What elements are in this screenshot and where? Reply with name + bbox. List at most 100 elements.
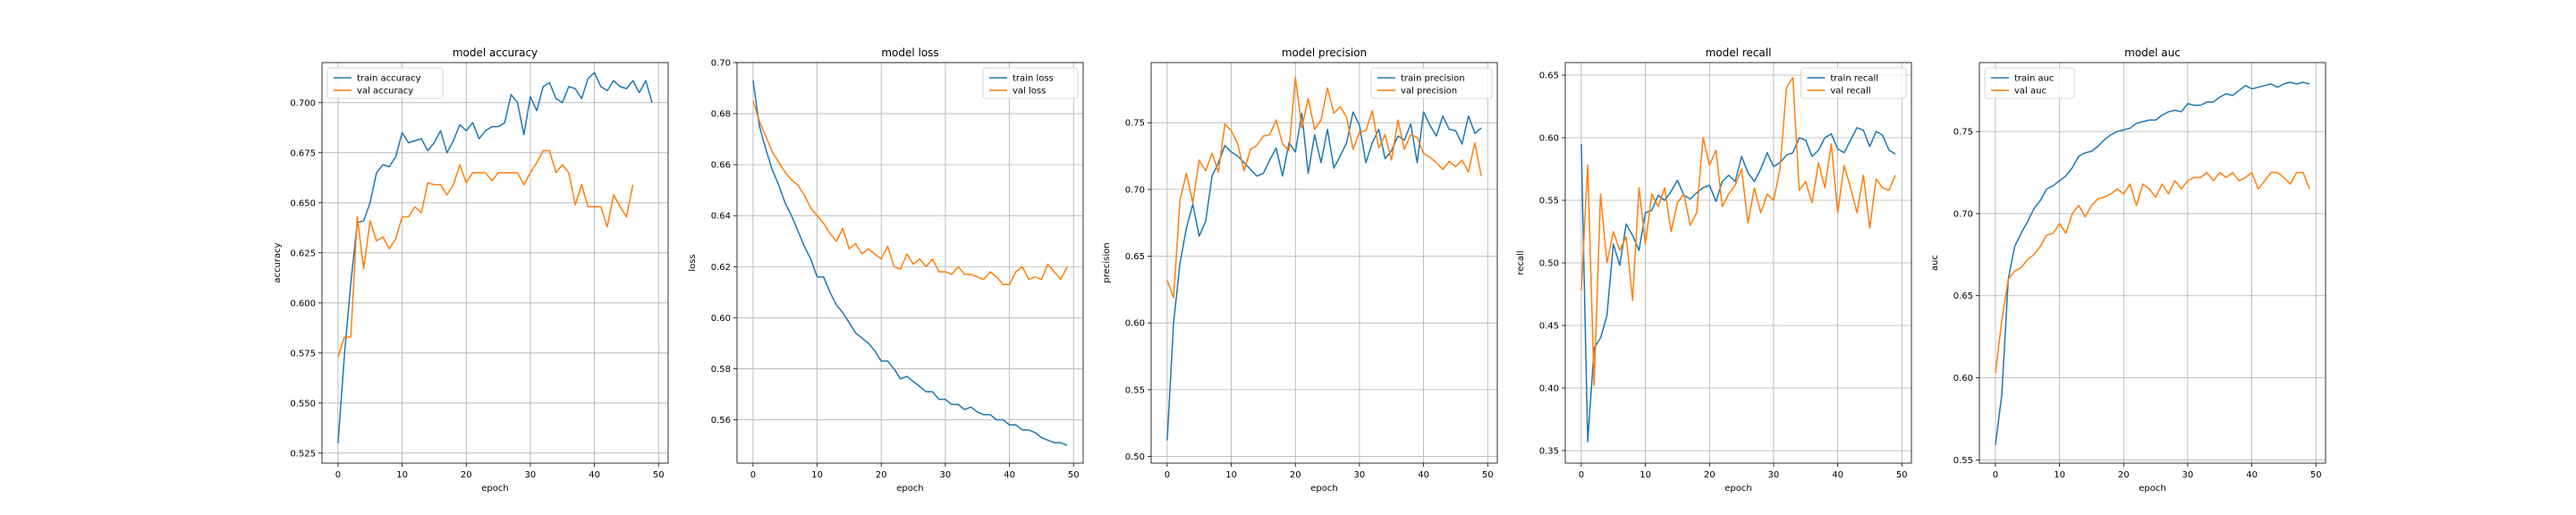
- legend: train loss val loss: [982, 67, 1079, 99]
- y-tick-label: 0.50: [1539, 259, 1559, 269]
- x-tick-label: 20: [1290, 470, 1301, 480]
- y-tick-label: 0.70: [711, 59, 731, 69]
- y-tick-label: 0.550: [290, 399, 316, 409]
- chart-panel-2: 0 10 20 30 40 50 0.56 0.58 0.60 0.62 0.64 0.66 0.68 0…: [688, 46, 1084, 494]
- x-tick-label: 30: [1768, 470, 1780, 480]
- x-tick-label: 50: [1068, 470, 1080, 480]
- x-tick-label: 40: [2246, 470, 2258, 480]
- y-tick-label: 0.60: [1539, 134, 1559, 144]
- x-tick-label: 50: [2310, 470, 2322, 480]
- x-tick-label: 20: [876, 470, 887, 480]
- legend-label: train precision: [1401, 74, 1465, 84]
- x-tick-label: 10: [1225, 470, 1237, 480]
- x-tick-label: 0: [1165, 470, 1170, 480]
- x-tick-label: 40: [1418, 470, 1429, 480]
- y-tick-label: 0.40: [1539, 384, 1559, 394]
- y-tick-label: 0.35: [1539, 447, 1559, 457]
- x-axis-label: epoch: [2139, 484, 2165, 494]
- x-tick-label: 0: [335, 470, 341, 480]
- legend-label: val accuracy: [357, 87, 413, 97]
- x-tick-label: 50: [653, 470, 665, 480]
- chart-panel-5: 0 10 20 30 40 50 0.55 0.60 0.65 0.70 0.75 model auc…: [1930, 46, 2326, 494]
- chart-title: model loss: [881, 46, 938, 59]
- x-tick-label: 10: [2054, 470, 2065, 480]
- y-axis-label: recall: [1516, 250, 1526, 274]
- train-series-line: [1995, 81, 2310, 445]
- x-tick-label: 30: [2182, 470, 2194, 480]
- x-tick-label: 20: [1704, 470, 1716, 480]
- legend-label: train loss: [1013, 74, 1054, 84]
- val-series-line: [1580, 77, 1896, 386]
- y-tick-label: 0.60: [711, 314, 731, 324]
- val-series-line: [1995, 172, 2310, 374]
- legend-box: [1801, 67, 1907, 99]
- train-series-line: [1580, 127, 1896, 443]
- y-axis-label: accuracy: [273, 242, 283, 283]
- y-tick-label: 0.55: [1125, 385, 1145, 395]
- y-tick-label: 0.70: [1953, 209, 1973, 219]
- val-series-line: [1166, 76, 1482, 299]
- y-tick-label: 0.55: [1953, 456, 1973, 466]
- y-axis-label: auc: [1930, 255, 1940, 271]
- x-tick-label: 40: [1004, 470, 1015, 480]
- legend: train accuracy val accuracy: [326, 67, 444, 99]
- x-tick-label: 10: [396, 470, 408, 480]
- y-tick-label: 0.68: [711, 110, 731, 120]
- legend: train auc val auc: [1984, 67, 2075, 99]
- plot-frame: [1979, 62, 2326, 464]
- x-tick-label: 10: [811, 470, 823, 480]
- train-series-line: [752, 80, 1068, 446]
- y-tick-label: 0.65: [1539, 72, 1559, 81]
- legend: train precision val precision: [1370, 67, 1493, 99]
- legend-box: [1370, 67, 1493, 99]
- y-tick-label: 0.45: [1539, 322, 1559, 332]
- x-tick-label: 20: [2118, 470, 2130, 480]
- y-tick-label: 0.62: [711, 263, 731, 273]
- train-series-line: [337, 72, 653, 443]
- legend-label: train recall: [1830, 74, 1878, 84]
- legend-label: train auc: [2014, 74, 2054, 84]
- y-tick-label: 0.60: [1953, 374, 1973, 384]
- x-tick-label: 50: [1896, 470, 1908, 480]
- val-series-line: [337, 149, 634, 358]
- y-tick-label: 0.75: [1125, 119, 1145, 129]
- y-tick-label: 0.56: [711, 416, 731, 426]
- y-tick-label: 0.60: [1125, 319, 1145, 329]
- y-tick-label: 0.675: [290, 148, 316, 158]
- x-tick-label: 0: [1993, 470, 1998, 480]
- y-tick-label: 0.650: [290, 198, 316, 208]
- legend: train recall val recall: [1801, 67, 1907, 99]
- y-tick-label: 0.70: [1125, 185, 1145, 195]
- plot-frame: [1150, 62, 1498, 464]
- x-tick-label: 0: [750, 470, 756, 480]
- x-tick-label: 10: [1640, 470, 1651, 480]
- chart-panel-3: 0 10 20 30 40 50 0.50 0.55 0.60 0.65 0.70 0.75 model…: [1102, 46, 1498, 494]
- legend-box: [326, 67, 444, 99]
- chart-title: model auc: [2124, 46, 2181, 59]
- chart-title: model recall: [1706, 46, 1772, 59]
- x-tick-label: 30: [1354, 470, 1366, 480]
- y-tick-label: 0.65: [1125, 252, 1145, 262]
- y-axis-label: loss: [688, 254, 698, 271]
- legend-label: val precision: [1401, 87, 1457, 97]
- x-axis-label: epoch: [1310, 484, 1337, 494]
- y-tick-label: 0.65: [1953, 291, 1973, 301]
- chart-title: model accuracy: [453, 46, 538, 59]
- chart-panel-1: 0 10 20 30 40 50 0.525 0.550 0.575 0.600 0.625 0.65…: [273, 46, 669, 494]
- y-tick-label: 0.64: [711, 212, 731, 222]
- legend-label: val loss: [1013, 87, 1046, 97]
- x-tick-label: 30: [525, 470, 537, 480]
- chart-panel-4: 0 10 20 30 40 50 0.35 0.40 0.45 0.50 0.55 0.60 0.65 m…: [1516, 46, 1912, 494]
- y-tick-label: 0.700: [290, 98, 316, 108]
- y-tick-label: 0.50: [1125, 452, 1145, 462]
- plot-frame: [321, 62, 669, 464]
- plot-frame: [736, 62, 1084, 464]
- y-tick-label: 0.55: [1539, 197, 1559, 207]
- y-axis-label: precision: [1102, 242, 1112, 283]
- plot-frame: [1564, 62, 1912, 464]
- val-series-line: [752, 100, 1068, 285]
- x-tick-label: 20: [461, 470, 472, 480]
- x-tick-label: 40: [1832, 470, 1843, 480]
- x-tick-label: 50: [1482, 470, 1494, 480]
- legend-label: val auc: [2014, 87, 2046, 97]
